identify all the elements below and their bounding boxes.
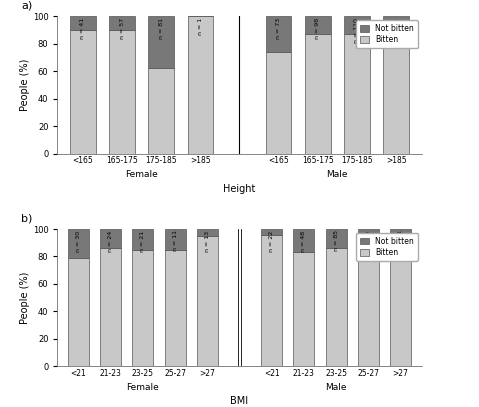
Bar (390, 229, 411, 256)
Text: n = 51: n = 51 (398, 230, 403, 252)
Bar (358, 248, 379, 366)
Text: n = 51: n = 51 (394, 18, 399, 39)
Bar (109, 16, 135, 30)
Bar (344, 16, 370, 34)
Text: n = 11: n = 11 (172, 230, 178, 252)
Bar (70, 16, 96, 30)
Text: Male: Male (325, 383, 347, 392)
Text: n = 34: n = 34 (366, 230, 371, 252)
Text: BMI: BMI (230, 396, 249, 407)
Text: Male: Male (327, 170, 348, 179)
Bar (165, 229, 185, 249)
Bar (266, 52, 291, 153)
Text: Female: Female (125, 170, 158, 179)
Bar (100, 248, 121, 366)
Bar (358, 229, 379, 248)
Y-axis label: People (%): People (%) (20, 59, 30, 111)
Text: Height: Height (223, 184, 256, 194)
Bar (344, 34, 370, 153)
Bar (294, 252, 314, 366)
Bar (70, 30, 96, 153)
Text: n = 48: n = 48 (301, 230, 307, 252)
Legend: Not bitten, Bitten: Not bitten, Bitten (356, 20, 418, 48)
Text: n = 24: n = 24 (108, 230, 113, 252)
Text: n = 57: n = 57 (120, 18, 125, 39)
Text: n = 110: n = 110 (354, 18, 359, 42)
Bar (305, 34, 331, 153)
Text: a): a) (21, 1, 32, 11)
Bar (132, 229, 153, 249)
Bar (326, 229, 347, 248)
Legend: Not bitten, Bitten: Not bitten, Bitten (356, 233, 418, 261)
Bar (188, 16, 213, 153)
Text: n = 30: n = 30 (76, 230, 81, 252)
Text: n = 1: n = 1 (198, 18, 203, 35)
Text: Female: Female (126, 383, 159, 392)
Text: n = 21: n = 21 (140, 230, 145, 252)
Bar (383, 16, 409, 30)
Bar (148, 68, 174, 153)
Bar (294, 229, 314, 252)
Bar (197, 236, 218, 366)
Bar (100, 229, 121, 248)
Bar (197, 229, 218, 236)
Bar (383, 30, 409, 153)
Text: n = 41: n = 41 (80, 18, 85, 39)
Text: b): b) (21, 214, 33, 223)
Text: n = 85: n = 85 (334, 230, 339, 252)
Bar (132, 249, 153, 366)
Bar (148, 16, 174, 68)
Bar (261, 229, 282, 234)
Text: n = 81: n = 81 (159, 18, 164, 39)
Text: n = 98: n = 98 (315, 18, 320, 39)
Bar (109, 30, 135, 153)
Bar (261, 234, 282, 366)
Bar (326, 248, 347, 366)
Bar (305, 16, 331, 34)
Text: n = 13: n = 13 (205, 230, 210, 252)
Bar (266, 16, 291, 52)
Bar (68, 258, 89, 366)
Text: n = 73: n = 73 (276, 18, 281, 39)
Bar (68, 229, 89, 258)
Text: n = 22: n = 22 (269, 230, 274, 252)
Bar (390, 256, 411, 366)
Y-axis label: People (%): People (%) (20, 271, 30, 324)
Bar (165, 249, 185, 366)
